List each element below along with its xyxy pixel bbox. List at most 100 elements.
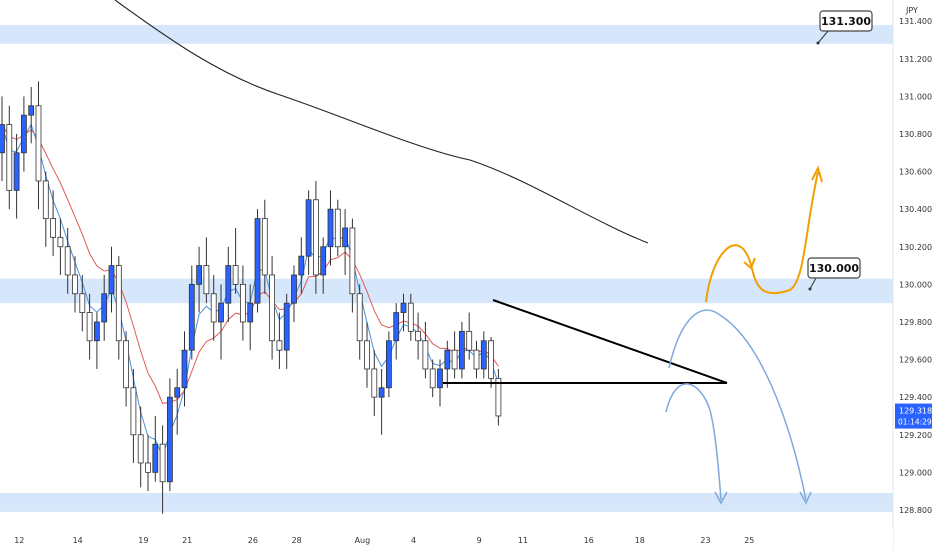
candle-body (247, 302, 254, 323)
candle (232, 227, 239, 294)
candle (312, 180, 319, 294)
candle-body (451, 349, 458, 370)
price-tick-label: 129.400 (899, 393, 932, 402)
candle (35, 81, 42, 210)
candle-body (283, 302, 290, 351)
callout-anchor-dot (808, 287, 812, 291)
price-tick-label: 130.000 (899, 280, 932, 289)
candle-body (86, 312, 93, 342)
candle (334, 199, 341, 257)
candle (269, 256, 276, 360)
candle (415, 312, 422, 360)
time-tick-label: 21 (182, 536, 192, 545)
callout-box (807, 257, 861, 279)
bullish-projection-path[interactable] (705, 171, 819, 303)
callout-label: 131.300 (821, 15, 871, 28)
candle-body (364, 340, 370, 370)
price-tick-label: 130.600 (899, 168, 932, 177)
candle-body (181, 349, 188, 389)
candle (174, 368, 181, 435)
candle (101, 274, 108, 341)
price-tick-label: 130.200 (899, 243, 932, 252)
candle-countdown-label: 01:14:29 (898, 418, 932, 427)
candle-body (64, 246, 71, 276)
small-arrow-icon (743, 257, 756, 270)
candle (50, 190, 56, 257)
triangle-resistance-line[interactable] (492, 299, 728, 384)
price-tick-label: 129.600 (899, 356, 932, 365)
time-tick-label: 4 (411, 536, 416, 545)
callout-pointer (817, 30, 829, 44)
moving-average-200 (114, 0, 649, 244)
candle (349, 218, 356, 313)
candle (188, 265, 195, 360)
time-axis: 12 14 19 21 26 28 Aug 4 9 11 16 18 23 25 (0, 529, 893, 550)
candle (276, 312, 283, 369)
candle-body (13, 152, 20, 191)
candle (181, 331, 188, 407)
price-tick-label: 128.800 (899, 506, 932, 515)
candle-body (334, 208, 341, 248)
candle (480, 331, 487, 379)
price-axis: JPY 131.400 131.200 131.000 130.800 130.600 13… (892, 0, 932, 550)
callout-box (819, 10, 873, 32)
candle (298, 237, 305, 294)
price-tick-label: 131.400 (899, 17, 932, 26)
candle (473, 340, 480, 379)
time-tick-label: 23 (700, 536, 710, 545)
candle (437, 359, 443, 407)
candle-body (269, 274, 276, 342)
candle-body (305, 199, 312, 257)
callout-pointer (809, 277, 817, 290)
candle (378, 368, 385, 435)
candle-body (166, 396, 173, 483)
candle (57, 218, 64, 275)
candle (254, 209, 261, 313)
candle (152, 415, 159, 482)
candle-body (473, 349, 480, 370)
time-tick-label: 14 (73, 536, 83, 545)
candle (356, 284, 363, 360)
candle (444, 340, 451, 388)
candle (407, 293, 414, 341)
candle-body (101, 293, 108, 323)
callout-130000[interactable]: 130.000 (807, 257, 861, 291)
last-price-tag (895, 403, 932, 429)
candle (210, 274, 217, 341)
price-zone (0, 24, 893, 44)
candle-body (342, 227, 349, 248)
price-zone (0, 493, 893, 512)
candle-body (188, 283, 195, 351)
candle-body (145, 462, 151, 473)
time-tick-label: 12 (14, 536, 24, 545)
price-zone (0, 278, 893, 304)
candle-body (291, 274, 297, 304)
candle-body (239, 283, 246, 323)
bearish-projection-path-b[interactable] (665, 383, 722, 501)
candle (115, 256, 122, 360)
candle-body (298, 255, 305, 276)
time-tick-label: Aug (355, 536, 371, 545)
callout-131300[interactable]: 131.300 (816, 10, 873, 45)
candle (458, 321, 465, 379)
candle-body (203, 265, 210, 295)
candle (429, 359, 436, 398)
candle (79, 274, 86, 332)
candle (225, 246, 232, 322)
candle-body (385, 340, 392, 389)
candle-body (400, 302, 407, 313)
candle (218, 284, 224, 360)
candle (28, 86, 35, 144)
candle-body (254, 218, 261, 304)
bearish-projection-path-a[interactable] (668, 309, 807, 501)
candle (239, 265, 246, 341)
candle (0, 96, 5, 181)
candle (291, 265, 297, 322)
time-tick-label: 11 (518, 536, 528, 545)
price-tick-label: 130.800 (899, 130, 932, 139)
candle-body (79, 293, 86, 313)
candle-body (0, 124, 5, 154)
candle-body (28, 105, 35, 116)
